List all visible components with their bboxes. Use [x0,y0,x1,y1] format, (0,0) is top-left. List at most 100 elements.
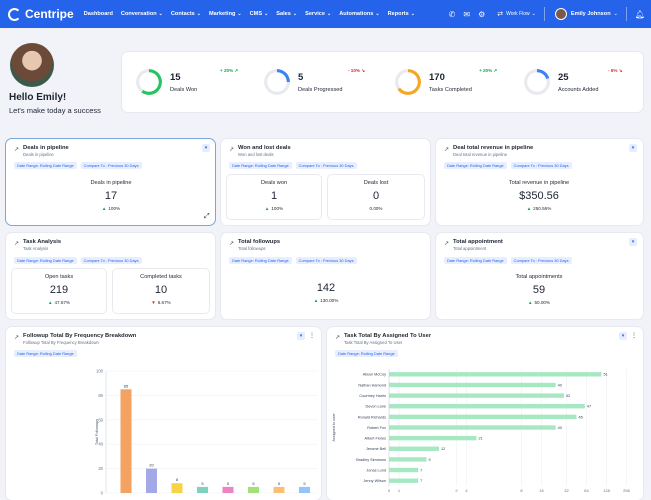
bar[interactable] [222,486,234,493]
menu-item-contacts[interactable]: Contacts ⌄ [171,11,201,17]
stat-delta: - 10% ↘ [348,68,366,73]
date-range-chip[interactable]: Date Range: Rolling Date Range [444,162,507,169]
widget-title: Deals in pipeline [23,145,69,151]
settings-icon[interactable]: ⚙ [478,9,486,19]
bar[interactable] [389,435,477,441]
up-arrow-icon: ▲ [313,298,319,303]
user-menu[interactable]: Emily Johnson [570,11,611,17]
menu-item-label: Service [305,11,325,17]
menu-item-conversation[interactable]: Conversation ⌄ [121,11,163,17]
bar[interactable] [389,372,602,377]
filter-icon[interactable]: ▾ [202,144,210,152]
task-by-user-widget[interactable]: ↗ Task Total By Assigned To User Task Tota… [327,327,643,500]
stat-delta: + 20% ↗ [220,68,239,73]
bar[interactable] [389,467,419,473]
bar[interactable] [273,486,285,493]
chevron-down-icon[interactable]: ⌄ [613,11,618,17]
metric-change: ▲ 50.00% [489,300,589,305]
date-range-chip[interactable]: Date Range: Rolling Date Range [14,257,77,264]
bar-value-label: 47 [587,405,591,409]
bar[interactable] [389,393,564,398]
stat-value: 25 [558,71,569,83]
bar[interactable] [248,486,259,493]
metric-box [112,268,210,314]
task-analysis-widget[interactable]: ↗ Task Analysis Task Analysis Date Range: … [6,233,215,319]
compare-chip[interactable]: Compare To : Previous 30 Days [295,162,357,169]
trend-icon: ↗ [229,241,235,247]
filter-icon[interactable]: ▾ [619,332,627,340]
x-tick-label: 1 [398,488,401,493]
date-range-chip[interactable]: Date Range: Rolling Date Range [229,257,292,264]
date-range-chip[interactable]: Date Range: Rolling Date Range [14,350,77,357]
metric-total-followups: 142 ▲ 130.00% [291,278,361,303]
bar[interactable] [197,486,208,493]
menu-item-service[interactable]: Service ⌄ [305,11,331,17]
trend-icon: ↗ [444,241,450,247]
metric-box [11,268,107,314]
filter-icon[interactable]: ▾ [629,238,637,246]
y-tick-label: 80 [98,393,103,398]
bar[interactable] [389,382,556,388]
compare-chip[interactable]: Compare To : Previous 30 Days [295,257,357,264]
trend-icon: ↗ [14,335,20,341]
brand-logo[interactable]: Centripe [8,7,74,21]
metric-change: ▲ 47.67% [16,300,102,305]
date-range-chip[interactable]: Date Range: Rolling Date Range [229,162,292,169]
bar-value-label: 5 [252,481,255,486]
widget-header: ↗ Total followups Total followups [229,239,280,251]
filter-icon[interactable]: ▾ [297,332,305,340]
menu-item-marketing[interactable]: Marketing ⌄ [209,11,242,17]
date-range-chip[interactable]: Date Range: Rolling Date Range [14,162,77,169]
metric-change-value: 100% [271,206,284,211]
menu-item-dashboard[interactable]: Dashboard [84,11,113,17]
category-label: Nathan Hamond [358,383,386,387]
phone-icon[interactable]: ✆ [448,9,456,19]
category-label: Ronald Richards [358,415,386,419]
bar[interactable] [389,425,556,430]
more-options-icon[interactable]: ⋮ [631,333,637,339]
chat-icon[interactable]: ✉ [463,9,471,19]
bar[interactable] [389,457,427,462]
metric-value: 219 [49,284,69,296]
widget-header: ↗ Task Total By Assigned To User Task Tota… [335,333,431,345]
revenue-widget[interactable]: ↗ Deal total revenue in pipeline Deal tota… [436,139,643,225]
widget-header: ↗ Deals in pipeline Deals in pipeline [14,145,69,157]
metric-label: Open tasks [44,274,74,280]
menu-item-reports[interactable]: Reports ⌄ [388,11,415,17]
divider [543,7,545,21]
deals-in-pipeline-widget[interactable]: ↗ Deals in pipeline Deals in pipeline ▾ Da… [6,139,215,225]
more-options-icon[interactable]: ⋮ [309,333,315,339]
metric-label: Deals in pipeline [90,180,132,186]
bar[interactable] [146,468,157,493]
chevron-down-icon: ⌄ [158,11,163,17]
total-appointment-widget[interactable]: ↗ Total appointment Total appointment ▾ Da… [436,233,643,319]
bar[interactable] [389,404,585,409]
bar[interactable] [389,414,577,420]
date-range-chip[interactable]: Date Range: Rolling Date Range [444,257,507,264]
bar[interactable] [171,483,183,493]
bar[interactable] [299,486,310,493]
date-range-chip[interactable]: Date Range: Rolling Date Range [335,350,398,357]
y-axis-label: Assigned to user [332,413,336,442]
filter-icon[interactable]: ▾ [629,144,637,152]
frequency-breakdown-widget[interactable]: ↗ Followup Total By Frequency Breakdown Fo… [6,327,321,500]
bell-icon[interactable]: 🔔︎ [634,9,645,19]
bar[interactable] [120,389,132,493]
won-lost-deals-widget[interactable]: ↗ Won and lost deals Won and lost deals Da… [221,139,430,225]
bar[interactable] [389,446,439,451]
bar[interactable] [389,478,419,483]
user-avatar[interactable] [554,8,567,20]
compare-chip[interactable]: Compare To : Previous 30 Days [510,162,572,169]
menu-item-automations[interactable]: Automations ⌄ [339,11,379,17]
menu-item-cms[interactable]: CMS ⌄ [250,11,269,17]
compare-chip[interactable]: Compare To : Previous 30 Days [510,257,572,264]
category-label: Albert Flores [364,437,386,441]
expand-icon[interactable]: ⤢ [204,213,210,220]
total-followups-widget[interactable]: ↗ Total followups Total followups Date Ran… [221,233,430,319]
workflow-switcher[interactable]: ⇄ Work Flow ⌄ [497,10,536,18]
y-axis-label: Total Followups [95,419,99,445]
compare-chip[interactable]: Compare To : Previous 30 Days [80,162,142,169]
compare-chip[interactable]: Compare To : Previous 30 Days [80,257,142,264]
menu-item-sales[interactable]: Sales ⌄ [276,11,297,17]
progress-ring [136,69,162,95]
